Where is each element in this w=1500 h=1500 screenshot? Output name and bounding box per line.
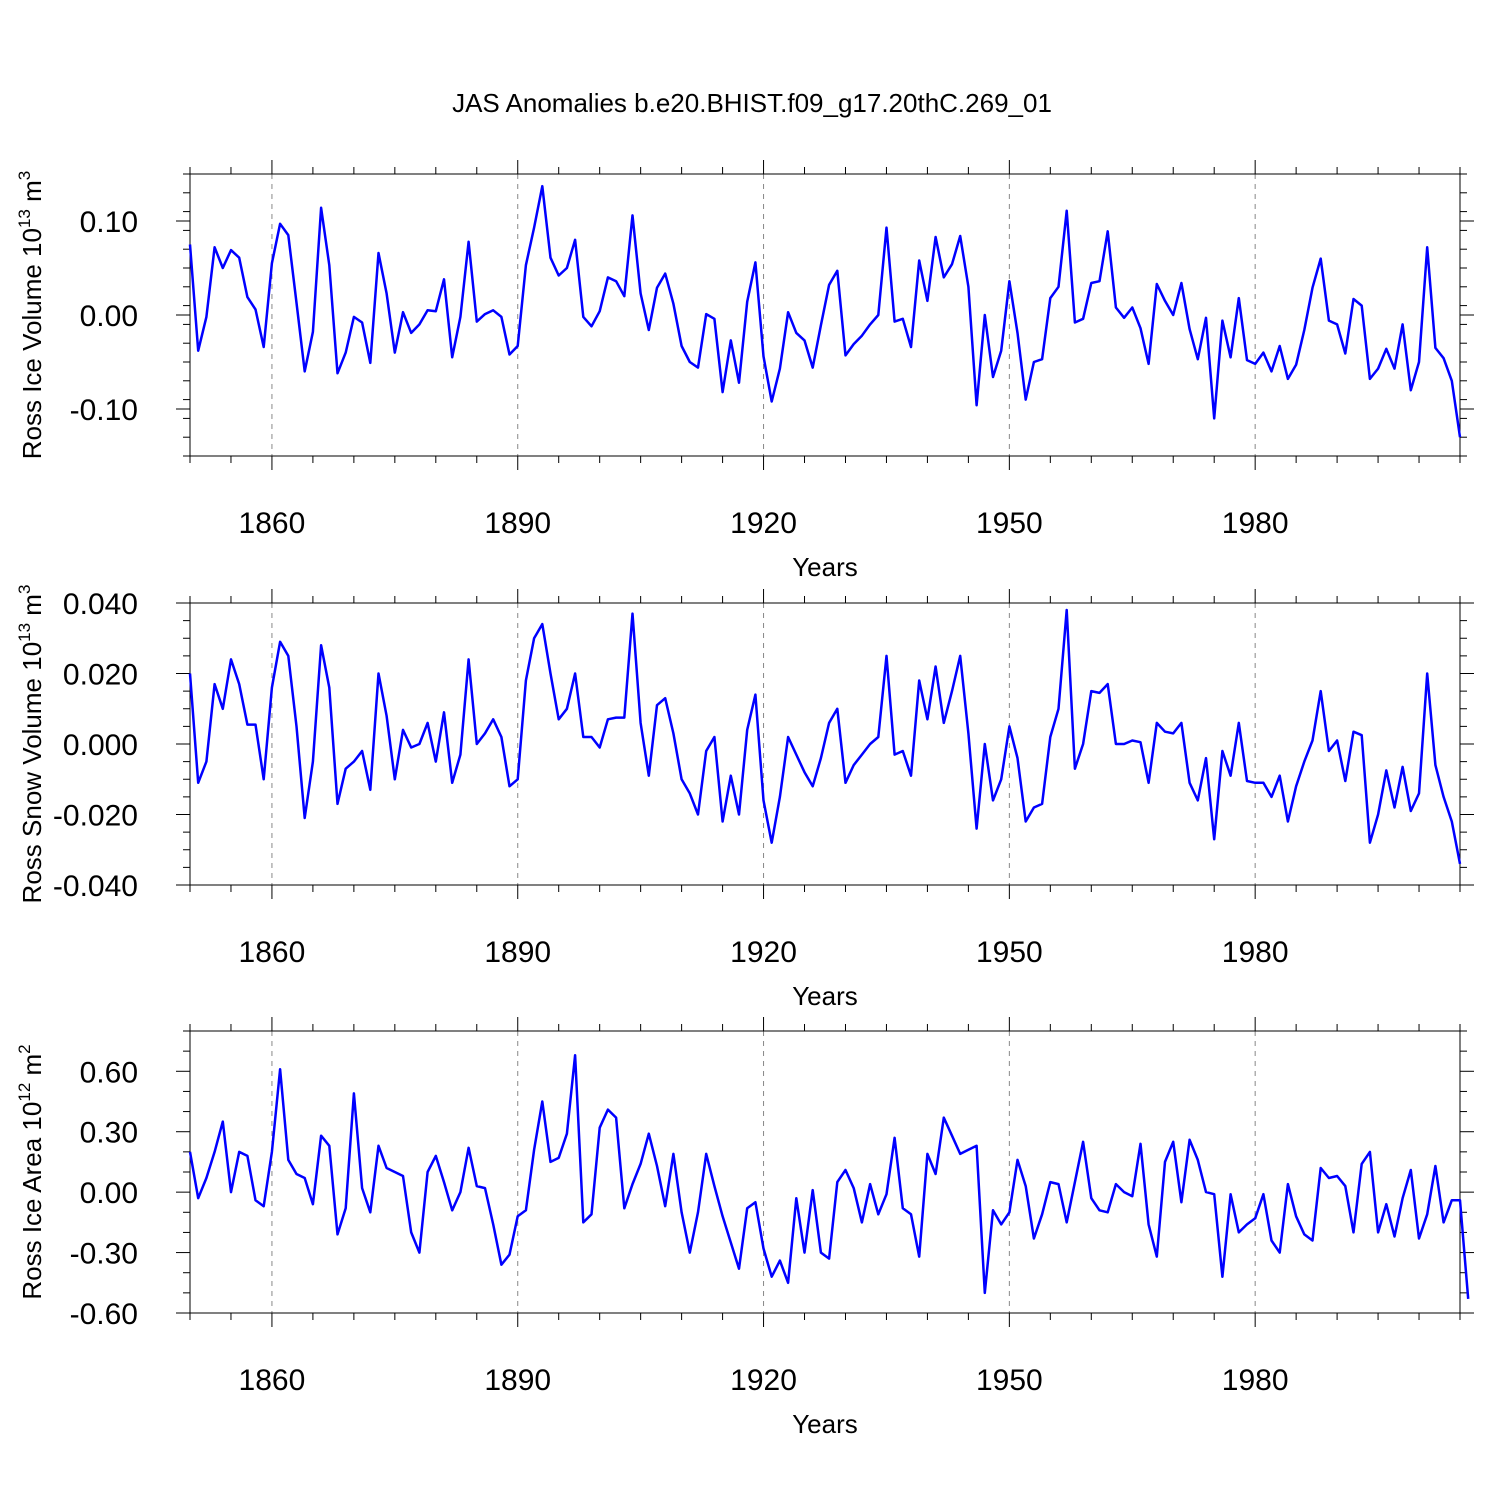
ice-area-x-tick-label: 1980 — [1222, 1364, 1289, 1397]
ice-volume-x-tick-labels: 1860 1890 1920 1950 1980 — [239, 507, 1289, 540]
snow-volume-y-tick-label: 0.040 — [63, 588, 138, 621]
ice-volume-y-axis-label: Ross Ice Volume 1013 m3 — [15, 171, 47, 460]
ice-area-x-tick-label: 1920 — [730, 1364, 797, 1397]
ice-volume-plot-frame — [189, 173, 1461, 457]
snow-volume-minor-ticks — [183, 596, 1467, 892]
snow-volume-y-axis-label: Ross Snow Volume 1013 m3 — [15, 585, 47, 904]
ice-area-x-tick-label: 1890 — [484, 1364, 551, 1397]
snow-volume-x-axis-label: Years — [792, 981, 858, 1011]
ice-volume-y-tick-label: 0.10 — [80, 206, 138, 239]
ice-area-series-line — [188, 1053, 1470, 1300]
ice-volume-ylabel-unit: m — [17, 180, 47, 209]
snow-volume-x-tick-label: 1980 — [1222, 936, 1289, 969]
snow-volume-x-tick-label: 1860 — [239, 936, 306, 969]
snow-volume-ylabel-exp: 13 — [15, 623, 34, 642]
ice-area-ylabel-unit: m — [17, 1054, 47, 1083]
ice-area-y-tick-label: 0.00 — [80, 1177, 138, 1210]
ice-area-minor-ticks — [183, 1024, 1467, 1320]
ice-volume-x-axis-label: Years — [792, 552, 858, 582]
ice-area-ylabel-exp: 12 — [15, 1083, 34, 1102]
ice-area-ylabel-base: Ross Ice Area 10 — [17, 1102, 47, 1300]
ice-volume-x-tick-label: 1860 — [239, 507, 306, 540]
snow-volume-ylabel-base: Ross Snow Volume 10 — [17, 642, 47, 904]
ice-volume-panel: -0.10 0.00 0.10 1860 1890 1920 1950 1980 Years… — [15, 160, 1474, 582]
snow-volume-x-tick-labels: 1860 1890 1920 1950 1980 — [239, 936, 1289, 969]
ice-area-ylabel-unit-exp: 2 — [15, 1044, 34, 1053]
snow-volume-x-tick-label: 1920 — [730, 936, 797, 969]
ice-volume-y-tick-label: -0.10 — [70, 394, 138, 427]
ice-area-x-tick-labels: 1860 1890 1920 1950 1980 — [239, 1364, 1289, 1397]
ice-volume-ylabel-base: Ross Ice Volume 10 — [17, 228, 47, 459]
ice-volume-x-tick-label: 1980 — [1222, 507, 1289, 540]
snow-volume-ylabel-unit: m — [17, 594, 47, 623]
ice-volume-grid — [271, 174, 1256, 456]
ice-volume-ylabel-exp: 13 — [15, 209, 34, 228]
ice-volume-major-ticks — [176, 160, 1474, 470]
snow-volume-panel: -0.040 -0.020 0.000 0.020 0.040 1860 1890 1920… — [15, 585, 1474, 1011]
ice-volume-y-tick-label: 0.00 — [80, 300, 138, 333]
ice-volume-series-line — [188, 184, 1462, 438]
snow-volume-series-line — [188, 608, 1462, 865]
snow-volume-major-ticks — [176, 589, 1474, 899]
snow-volume-x-tick-label: 1950 — [976, 936, 1043, 969]
ice-area-y-tick-label: 0.30 — [80, 1117, 138, 1150]
ice-volume-x-tick-label: 1890 — [484, 507, 551, 540]
ice-area-panel: -0.60-0.300.000.300.60 1860 1890 1920 1950 1… — [15, 1017, 1474, 1439]
ice-volume-minor-ticks — [183, 167, 1467, 463]
ice-area-grid — [271, 1031, 1256, 1313]
figure-title: JAS Anomalies b.e20.BHIST.f09_g17.20thC.… — [452, 88, 1052, 118]
ice-volume-ylabel-unit-exp: 3 — [15, 171, 34, 180]
snow-volume-grid — [271, 603, 1256, 885]
ice-area-x-tick-label: 1950 — [976, 1364, 1043, 1397]
ice-volume-y-tick-labels: -0.10 0.00 0.10 — [70, 206, 138, 427]
snow-volume-y-tick-label: -0.040 — [53, 870, 138, 903]
ice-area-y-tick-labels: -0.60 -0.30 0.00 0.30 0.60 — [70, 1056, 138, 1331]
snow-volume-y-tick-label: 0.020 — [63, 659, 138, 692]
ice-area-y-tick-label: -0.60 — [70, 1298, 138, 1331]
ice-area-y-tick-label: -0.30 — [70, 1238, 138, 1271]
ice-area-y-axis-label: Ross Ice Area 1012 m2 — [15, 1044, 47, 1299]
ice-area-major-ticks — [176, 1017, 1474, 1327]
snow-volume-plot-frame — [189, 602, 1461, 886]
ice-area-x-tick-label: 1860 — [239, 1364, 306, 1397]
ice-area-y-tick-label: 0.60 — [80, 1056, 138, 1089]
ice-area-x-axis-label: Years — [792, 1409, 858, 1439]
ice-volume-x-tick-label: 1920 — [730, 507, 797, 540]
snow-volume-x-tick-label: 1890 — [484, 936, 551, 969]
snow-volume-y-tick-label: 0.000 — [63, 729, 138, 762]
ice-area-plot-frame — [189, 1030, 1461, 1314]
snow-volume-y-tick-label: -0.020 — [53, 800, 138, 833]
ice-volume-x-tick-label: 1950 — [976, 507, 1043, 540]
snow-volume-ylabel-unit-exp: 3 — [15, 585, 34, 594]
snow-volume-y-tick-labels: -0.040 -0.020 0.000 0.020 0.040 — [53, 588, 138, 903]
